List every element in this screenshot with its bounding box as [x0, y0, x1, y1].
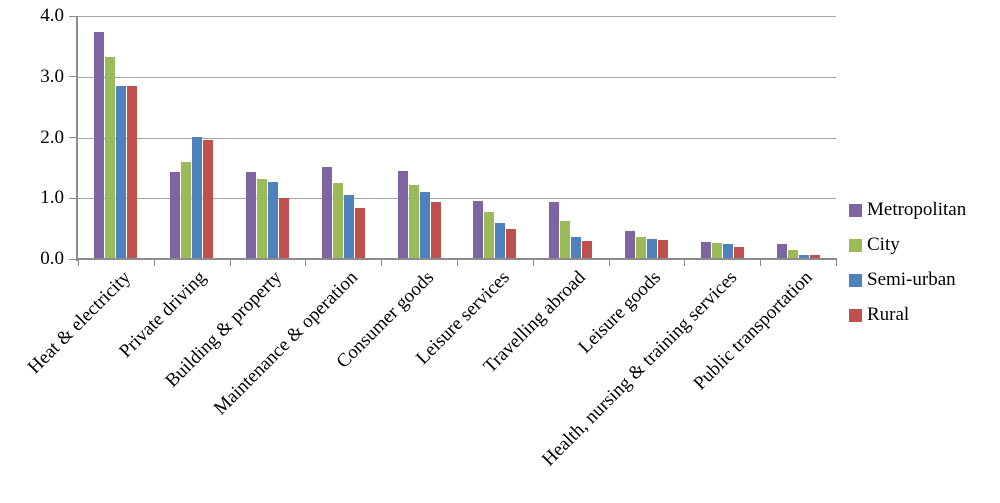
legend-item: Metropolitan — [849, 199, 966, 221]
x-axis-tick — [78, 260, 79, 266]
bar-metropolitan — [549, 201, 560, 259]
bar-semi-urban — [722, 244, 733, 259]
y-axis-tick-label: 4.0 — [40, 5, 64, 26]
y-axis-tick-label: 2.0 — [40, 126, 64, 148]
y-axis-tick-label: 1.0 — [40, 187, 64, 209]
bar-rural — [278, 198, 289, 259]
legend-label: Semi-urban — [867, 269, 956, 290]
bar-rural — [733, 246, 744, 259]
bar-rural — [657, 240, 668, 259]
legend-label: City — [867, 234, 900, 255]
bar-city — [408, 184, 419, 259]
x-axis-category-label: Heat & electricity — [23, 267, 135, 379]
bar-city — [181, 161, 192, 259]
bar-semi-urban — [495, 222, 506, 259]
bar-rural — [582, 240, 593, 259]
legend-swatch-icon — [849, 308, 862, 322]
bar-group — [533, 16, 609, 259]
bar-semi-urban — [419, 192, 430, 259]
bar-metropolitan — [321, 167, 332, 259]
y-axis-tick-label: 0.0 — [40, 248, 64, 269]
bar-rural — [506, 229, 517, 259]
bar-group — [154, 16, 230, 259]
y-axis-tick — [69, 258, 76, 260]
x-axis-tick — [532, 260, 534, 266]
x-axis-tick — [305, 260, 307, 266]
bar-metropolitan — [245, 172, 256, 259]
bar-city — [560, 221, 571, 259]
legend-swatch-icon — [849, 273, 862, 287]
bar-semi-urban — [116, 85, 127, 259]
bar-rural — [809, 255, 820, 259]
bar-semi-urban — [646, 238, 657, 259]
x-axis-line — [76, 258, 837, 260]
bar-semi-urban — [343, 195, 354, 259]
bar-group — [609, 16, 685, 259]
bar-metropolitan — [94, 31, 105, 259]
plot-area — [78, 16, 836, 259]
bar-group — [684, 16, 760, 259]
x-axis-tick — [836, 260, 837, 266]
legend: Metropolitan City Semi-urban Rural — [849, 199, 966, 339]
legend-swatch-icon — [849, 238, 862, 252]
y-axis-tick-label: 3.0 — [40, 65, 64, 87]
y-axis-line — [76, 16, 78, 261]
bar-city — [484, 212, 495, 259]
bar-city — [332, 183, 343, 259]
bar-metropolitan — [170, 171, 181, 259]
gridline — [78, 16, 836, 17]
y-axis-tick — [69, 15, 76, 17]
bar-metropolitan — [473, 200, 484, 259]
bar-group — [760, 16, 836, 259]
x-axis-tick — [229, 260, 231, 266]
y-axis-tick — [69, 197, 76, 199]
bar-city — [256, 179, 267, 259]
bar-group — [305, 16, 381, 259]
bar-metropolitan — [397, 170, 408, 259]
x-axis-tick — [381, 260, 383, 266]
y-axis-tick — [69, 76, 76, 78]
bar-semi-urban — [571, 236, 582, 259]
legend-item: Rural — [849, 304, 966, 326]
bar-metropolitan — [700, 242, 711, 259]
gridline — [78, 198, 836, 200]
x-axis-tick — [760, 260, 762, 266]
bar-metropolitan — [624, 231, 635, 259]
legend-label: Rural — [867, 304, 910, 325]
x-axis-tick — [684, 260, 686, 266]
bar-city — [787, 249, 798, 259]
bar-group — [381, 16, 457, 259]
bar-semi-urban — [798, 255, 809, 259]
y-axis-tick — [69, 137, 76, 138]
bar-metropolitan — [776, 244, 787, 259]
legend-label: Metropolitan — [867, 199, 967, 220]
gridline — [78, 137, 836, 139]
legend-swatch-icon — [849, 203, 862, 217]
x-axis-tick — [153, 260, 155, 266]
x-axis-tick — [608, 260, 610, 266]
x-axis-category-label: Maintenance & operation — [210, 267, 363, 420]
bar-group — [230, 16, 306, 259]
x-axis-tick — [457, 260, 458, 266]
legend-item: Semi-urban — [849, 269, 966, 291]
legend-item: City — [849, 234, 966, 256]
bar-city — [105, 56, 116, 259]
bar-rural — [430, 201, 441, 259]
bar-city — [711, 243, 722, 259]
bar-rural — [203, 139, 214, 259]
bar-city — [635, 237, 646, 259]
bar-group — [457, 16, 533, 259]
bar-semi-urban — [192, 136, 203, 259]
bar-semi-urban — [267, 181, 278, 259]
bar-rural — [354, 207, 365, 259]
gridline — [78, 76, 836, 78]
bar-group — [78, 16, 154, 259]
bar-rural — [127, 85, 138, 259]
